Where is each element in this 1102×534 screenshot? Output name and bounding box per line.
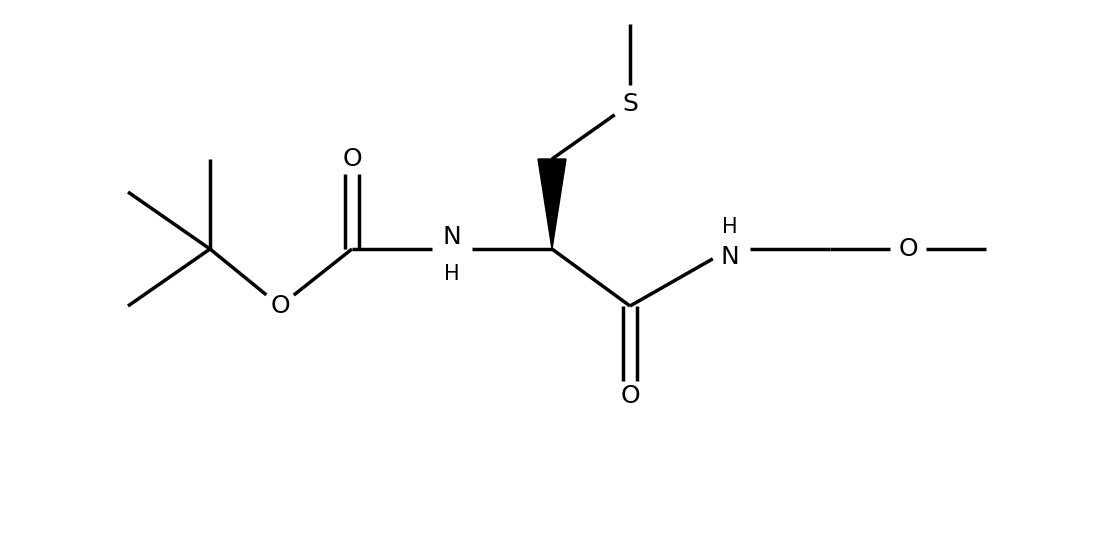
Text: N: N — [721, 245, 739, 269]
Text: H: H — [444, 264, 460, 284]
Text: H: H — [722, 217, 738, 237]
Text: N: N — [443, 225, 462, 249]
Text: S: S — [622, 92, 638, 116]
Text: O: O — [343, 147, 361, 171]
Polygon shape — [538, 159, 566, 249]
Text: O: O — [270, 294, 290, 318]
Text: O: O — [620, 384, 640, 408]
Text: O: O — [898, 237, 918, 261]
